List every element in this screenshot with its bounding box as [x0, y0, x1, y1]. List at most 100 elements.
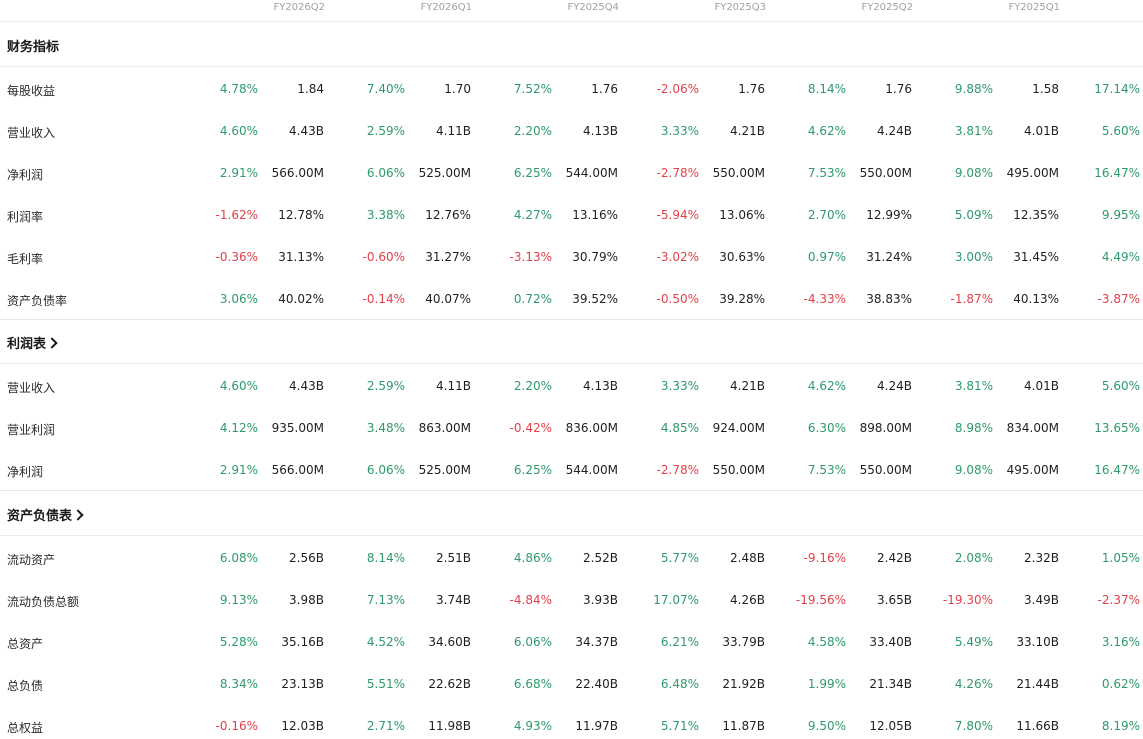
- row-label: 净利润: [7, 168, 44, 182]
- metric-value: 566.00M: [271, 166, 324, 180]
- metric-value: 4.43B: [289, 379, 324, 393]
- metric-value: 11.87B: [722, 719, 765, 733]
- section-title-text: 利润表: [7, 337, 47, 352]
- change-percent: 4.49%: [1101, 250, 1140, 264]
- metric-value: 1.76: [885, 82, 912, 96]
- metric-value: 3.49B: [1024, 593, 1059, 607]
- metric-value: 4.11B: [436, 379, 471, 393]
- section-title-link[interactable]: 利润表: [7, 333, 58, 352]
- change-percent: 0.72%: [513, 292, 552, 306]
- change-percent: 4.26%: [954, 677, 993, 691]
- table-row: 毛利率 -0.36% 31.13% -0.60% 31.27% -3.13% 30.79% -…: [0, 235, 1143, 277]
- change-percent: 2.71%: [366, 719, 405, 733]
- metric-value: 3.74B: [436, 593, 471, 607]
- change-percent: 8.19%: [1101, 719, 1140, 733]
- metric-value: 1.76: [591, 82, 618, 96]
- metric-value: 2.48B: [730, 551, 765, 565]
- change-percent: 5.71%: [660, 719, 699, 733]
- metric-value: 525.00M: [418, 463, 471, 477]
- row-label: 总权益: [7, 721, 44, 735]
- row-label: 总负债: [7, 679, 44, 693]
- metric-value: 4.11B: [436, 124, 471, 138]
- change-percent: 16.47%: [1094, 166, 1140, 180]
- change-percent: 9.08%: [954, 463, 993, 477]
- row-label: 营业收入: [7, 126, 56, 140]
- table-row: 净利润 2.91% 566.00M 6.06% 525.00M 6.25% 544.00M -…: [0, 151, 1143, 193]
- metric-value: 31.45%: [1013, 250, 1059, 264]
- change-percent: -2.37%: [1097, 593, 1140, 607]
- change-percent: 9.50%: [807, 719, 846, 733]
- change-percent: 6.08%: [219, 551, 258, 565]
- change-percent: -2.78%: [656, 166, 699, 180]
- row-label: 流动资产: [7, 553, 56, 567]
- change-percent: 3.33%: [660, 379, 699, 393]
- metric-value: 31.27%: [425, 250, 471, 264]
- metric-value: 40.07%: [425, 292, 471, 306]
- metric-value: 35.16B: [281, 635, 324, 649]
- period-header-cell: FY2025Q4: [567, 2, 619, 13]
- change-percent: -4.84%: [509, 593, 552, 607]
- change-percent: 2.91%: [219, 166, 258, 180]
- change-percent: 4.58%: [807, 635, 846, 649]
- period-header-cell: FY2026Q2: [273, 2, 325, 13]
- change-percent: 4.52%: [366, 635, 405, 649]
- metric-value: 4.01B: [1024, 379, 1059, 393]
- change-percent: -19.30%: [942, 593, 993, 607]
- change-percent: 3.81%: [954, 379, 993, 393]
- metric-value: 1.70: [444, 82, 471, 96]
- table-row: 营业收入 4.60% 4.43B 2.59% 4.11B 2.20% 4.13B 3.33% 4…: [0, 364, 1143, 406]
- period-header-cell: FY2025Q2: [861, 2, 913, 13]
- change-percent: -1.87%: [950, 292, 993, 306]
- change-percent: 6.21%: [660, 635, 699, 649]
- change-percent: 6.30%: [807, 421, 846, 435]
- change-percent: 4.62%: [807, 379, 846, 393]
- metric-value: 30.79%: [572, 250, 618, 264]
- metric-value: 495.00M: [1006, 166, 1059, 180]
- change-percent: 9.08%: [954, 166, 993, 180]
- metric-value: 2.32B: [1024, 551, 1059, 565]
- change-percent: 4.12%: [219, 421, 258, 435]
- change-percent: 8.14%: [366, 551, 405, 565]
- change-percent: -3.87%: [1097, 292, 1140, 306]
- change-percent: 1.99%: [807, 677, 846, 691]
- metric-value: 12.99%: [866, 208, 912, 222]
- table-row: 净利润 2.91% 566.00M 6.06% 525.00M 6.25% 544.00M -…: [0, 448, 1143, 490]
- metric-value: 12.03B: [281, 719, 324, 733]
- metric-value: 566.00M: [271, 463, 324, 477]
- metric-value: 495.00M: [1006, 463, 1059, 477]
- metric-value: 38.83%: [866, 292, 912, 306]
- table-row: 总权益 -0.16% 12.03B 2.71% 11.98B 4.93% 11.97B 5.7…: [0, 704, 1143, 739]
- section-title-divider: [0, 535, 1143, 536]
- row-label: 净利润: [7, 465, 44, 479]
- metric-value: 3.98B: [289, 593, 324, 607]
- section-title-link[interactable]: 资产负债表: [7, 505, 84, 524]
- row-label: 营业收入: [7, 381, 56, 395]
- metric-value: 12.78%: [278, 208, 324, 222]
- period-header: FY2026Q2 FY2026Q1 FY2025Q4 FY2025Q3 FY2025Q2…: [0, 0, 1143, 22]
- change-percent: 7.52%: [513, 82, 552, 96]
- metric-value: 11.98B: [428, 719, 471, 733]
- metric-value: 22.62B: [428, 677, 471, 691]
- metric-value: 4.21B: [730, 379, 765, 393]
- change-percent: 9.88%: [954, 82, 993, 96]
- change-percent: 5.49%: [954, 635, 993, 649]
- chevron-right-icon: [46, 337, 58, 349]
- change-percent: 7.13%: [366, 593, 405, 607]
- change-percent: 7.53%: [807, 463, 846, 477]
- metric-value: 33.40B: [869, 635, 912, 649]
- change-percent: -0.50%: [656, 292, 699, 306]
- metric-value: 924.00M: [712, 421, 765, 435]
- metric-value: 39.52%: [572, 292, 618, 306]
- table-row: 利润率 -1.62% 12.78% 3.38% 12.76% 4.27% 13.16% -5.…: [0, 193, 1143, 235]
- change-percent: 6.48%: [660, 677, 699, 691]
- change-percent: 5.77%: [660, 551, 699, 565]
- metric-value: 550.00M: [859, 463, 912, 477]
- metric-value: 550.00M: [859, 166, 912, 180]
- metric-value: 12.76%: [425, 208, 471, 222]
- metric-value: 13.06%: [719, 208, 765, 222]
- chevron-right-icon: [72, 509, 84, 521]
- metric-value: 12.35%: [1013, 208, 1059, 222]
- metric-value: 11.66B: [1016, 719, 1059, 733]
- change-percent: 2.70%: [807, 208, 846, 222]
- change-percent: 3.00%: [954, 250, 993, 264]
